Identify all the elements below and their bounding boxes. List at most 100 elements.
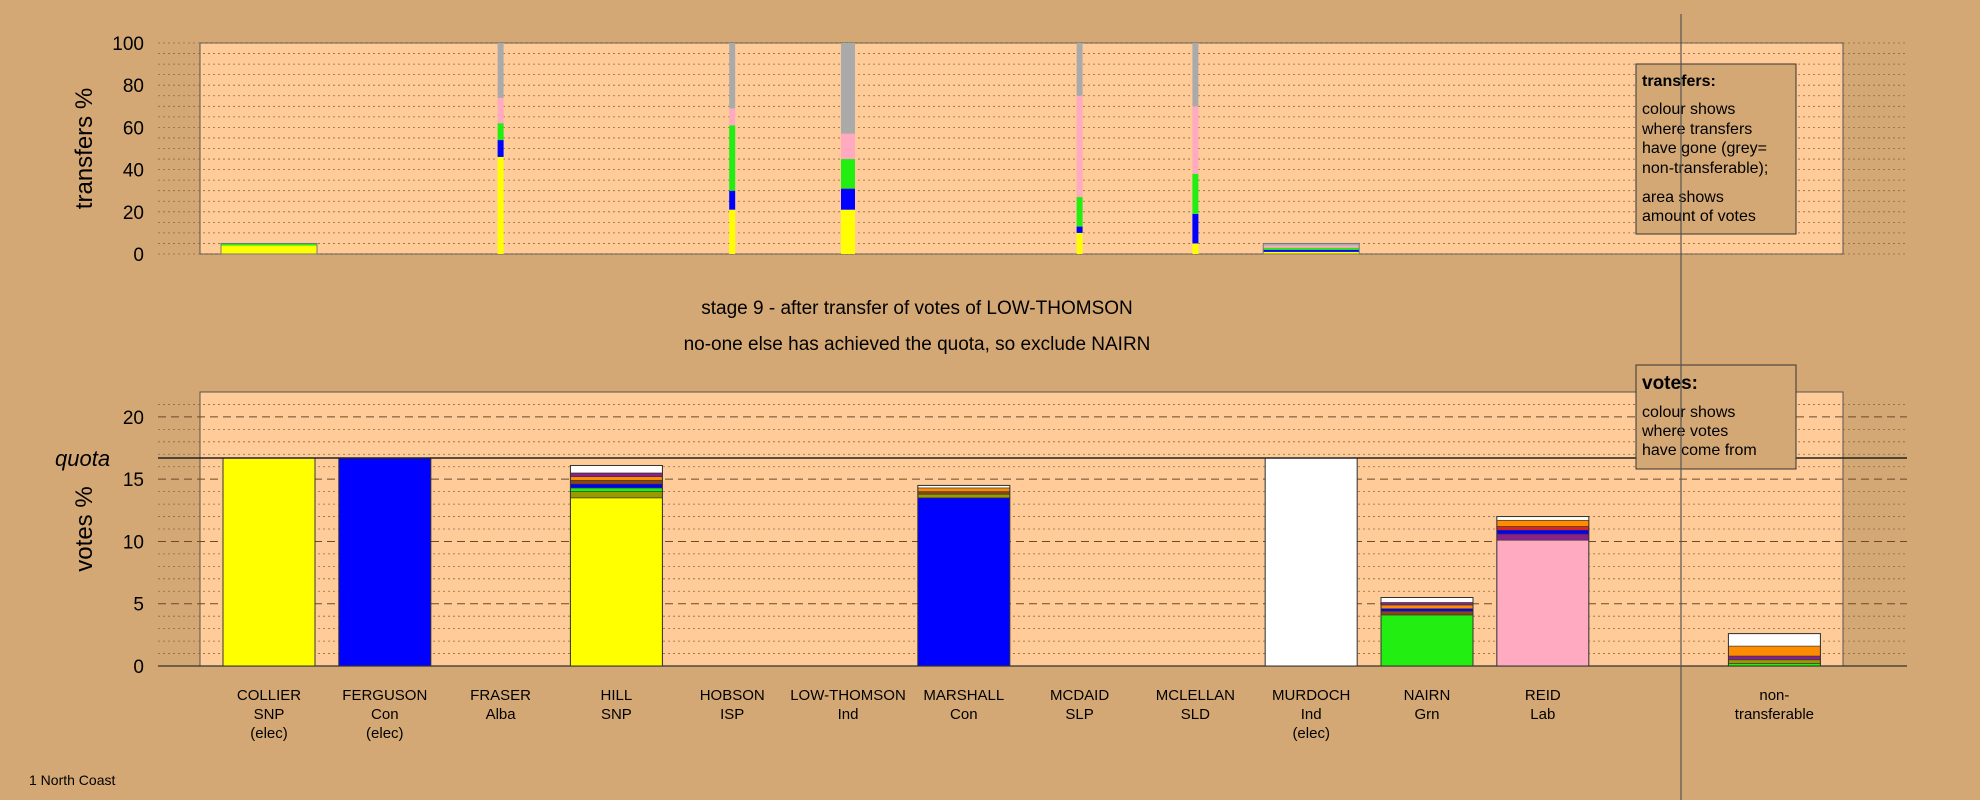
vote-bar-outline	[917, 484, 1011, 667]
votes-y-tick-label: 5	[133, 595, 144, 616]
transfer-segment	[1076, 95, 1083, 198]
transfers-legend-line: colour shows	[1642, 101, 1735, 118]
votes-legend-line: colour shows	[1642, 404, 1735, 421]
vote-segment	[338, 457, 432, 667]
transfer-segment	[1192, 243, 1199, 254]
candidate-name-label: COLLIER	[237, 687, 301, 704]
transfer-segment	[497, 97, 504, 124]
transfer-segment	[1076, 43, 1083, 96]
candidate-party-label: transferable	[1735, 706, 1814, 723]
vote-segment	[1496, 533, 1590, 541]
votes-legend-line: have come from	[1642, 442, 1757, 459]
vote-segment	[222, 457, 316, 667]
transfer-segment	[497, 43, 504, 98]
transfer-segment	[729, 209, 736, 254]
transfer-segment	[729, 43, 736, 109]
transfers-legend-line: non-transferable);	[1642, 160, 1768, 177]
transfer-segment	[1192, 43, 1199, 107]
transfer-segment	[497, 123, 504, 141]
vote-segment	[1496, 516, 1590, 521]
candidate-party-label: Lab	[1530, 706, 1555, 723]
vote-segment	[917, 491, 1011, 495]
transfer-segment	[841, 159, 855, 189]
vote-segment	[570, 476, 663, 481]
transfer-outline	[1262, 242, 1360, 255]
vote-segment	[917, 497, 1011, 667]
vote-segment	[570, 465, 663, 474]
transfer-outline	[220, 242, 318, 255]
candidate-party-label: SLD	[1181, 706, 1210, 723]
transfer-segment	[841, 209, 855, 254]
vote-segment	[1380, 608, 1474, 612]
vote-segment	[1264, 457, 1358, 667]
vote-segment	[570, 480, 663, 485]
transfer-segment	[1192, 106, 1199, 174]
transfer-segment	[1263, 249, 1360, 252]
candidate-party-label: Ind	[1301, 706, 1322, 723]
votes-y-tick-label: 0	[133, 657, 144, 678]
candidate-party-label: SNP	[601, 706, 632, 723]
candidate-party-label: Con	[950, 706, 978, 723]
vote-segment	[1728, 633, 1821, 647]
transfer-segment	[1263, 251, 1360, 254]
vote-bar-outline	[1496, 516, 1590, 667]
vote-segment	[1380, 610, 1474, 616]
votes-y-tick-label: 20	[123, 408, 144, 429]
vote-segment	[1496, 526, 1590, 531]
transfer-segment	[729, 108, 736, 126]
candidate-name-label: MARSHALL	[923, 687, 1004, 704]
votes-y-tick-label: 15	[123, 470, 144, 491]
transfer-segment	[1263, 245, 1360, 248]
vote-segment	[1728, 655, 1821, 661]
stage-title-line2: no-one else has achieved the quota, so e…	[684, 334, 1151, 355]
vote-segment	[1496, 539, 1590, 667]
transfer-segment	[1263, 243, 1360, 246]
transfers-y-tick-label: 20	[123, 203, 144, 224]
vote-segment	[570, 483, 663, 489]
transfer-segment	[1263, 247, 1360, 250]
vote-segment	[570, 497, 663, 667]
candidate-name-label: HILL	[601, 687, 633, 704]
candidate-name-label: FERGUSON	[342, 687, 427, 704]
transfer-segment	[841, 133, 855, 160]
candidate-name-label: MURDOCH	[1272, 687, 1350, 704]
transfers-legend-line: amount of votes	[1642, 208, 1756, 225]
vote-segment	[1380, 604, 1474, 610]
vote-segment	[917, 487, 1011, 492]
vote-segment	[917, 493, 1011, 499]
transfers-legend-line: have gone (grey=	[1642, 140, 1767, 157]
transfer-segment	[221, 243, 317, 246]
transfers-y-tick-label: 0	[133, 245, 144, 266]
candidate-party-label: SNP	[254, 706, 285, 723]
votes-y-tick-label: 10	[123, 532, 144, 553]
transfers-y-tick-label: 60	[123, 118, 144, 139]
transfer-segment	[729, 125, 736, 191]
vote-segment	[570, 491, 663, 499]
transfers-chart: 0 20 40 60 80 100 transfers %	[71, 34, 1907, 266]
quota-label: quota	[55, 446, 110, 471]
vote-segment	[1380, 602, 1474, 606]
stage-title-line1: stage 9 - after transfer of votes of LOW…	[701, 298, 1133, 319]
candidate-name-label: non-	[1759, 687, 1789, 704]
transfers-legend: transfers: colour shows where transfers …	[1635, 63, 1797, 235]
region-label: 1 North Coast	[29, 772, 115, 788]
transfer-segment	[1192, 173, 1199, 214]
candidate-name-label: NAIRN	[1404, 687, 1451, 704]
candidate-party-label: Con	[371, 706, 399, 723]
transfers-y-tick-label: 80	[123, 76, 144, 97]
transfers-y-tick-label: 40	[123, 161, 144, 182]
votes-legend: votes: colour shows where votes have com…	[1635, 364, 1797, 470]
votes-chart: 0 5 10 15 20 votes % quota COLLIER SNP (elec) FERG…	[55, 391, 1907, 742]
votes-legend-line: where votes	[1641, 423, 1728, 440]
candidate-name-label: REID	[1525, 687, 1561, 704]
votes-y-axis-label: votes %	[71, 486, 98, 571]
vote-segment	[1496, 529, 1590, 535]
candidate-name-label: LOW-THOMSON	[790, 687, 906, 704]
transfers-legend-title: transfers:	[1642, 73, 1716, 90]
vote-bar-outline	[569, 464, 663, 667]
candidate-status-label: (elec)	[250, 725, 288, 742]
vote-segment	[1496, 519, 1590, 527]
transfer-segment	[841, 43, 855, 134]
candidate-name-label: MCDAID	[1050, 687, 1109, 704]
